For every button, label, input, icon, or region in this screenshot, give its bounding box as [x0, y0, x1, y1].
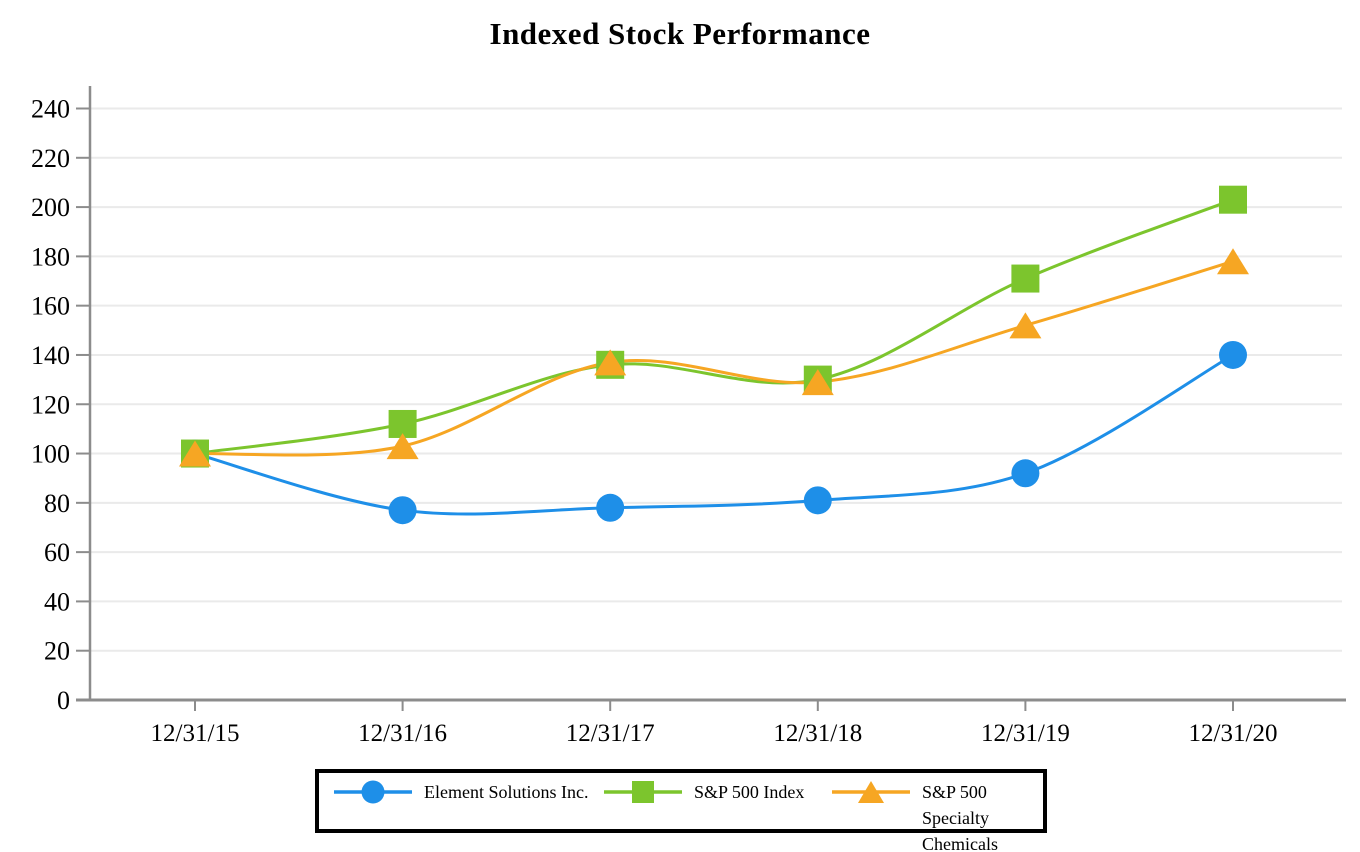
x-tick-label: 12/31/19 — [981, 720, 1070, 747]
legend-entry-sp500: S&P 500 Index — [604, 779, 804, 805]
legend: Element Solutions Inc. S&P 500 Index S&P… — [315, 769, 1047, 852]
data-point-triangle — [386, 433, 419, 460]
y-tick-label: 60 — [44, 538, 70, 567]
y-tick-label: 180 — [31, 242, 70, 271]
legend-line-triangle-swatch — [832, 781, 910, 803]
y-tick-label: 120 — [31, 390, 70, 419]
series-line-circle — [193, 353, 1235, 516]
data-point-triangle — [801, 369, 834, 396]
series-line-square — [193, 198, 1235, 456]
legend-label-element-solutions: Element Solutions Inc. — [424, 782, 589, 802]
y-tick-label: 20 — [44, 637, 70, 666]
triangle-marker-icon — [858, 781, 884, 803]
circle-marker-icon — [361, 780, 385, 804]
x-tick-label: 12/31/18 — [773, 720, 862, 747]
x-tick-label: 12/31/20 — [1189, 720, 1278, 747]
legend-label-sp500: S&P 500 Index — [694, 782, 805, 802]
y-tick-label: 160 — [31, 292, 70, 321]
data-point-square — [1011, 264, 1040, 293]
data-point-triangle — [1009, 312, 1042, 339]
data-point-circle — [596, 493, 625, 522]
x-tick-label: 12/31/17 — [566, 720, 655, 747]
y-tick-label: 100 — [31, 440, 70, 469]
x-tick-label: 12/31/15 — [151, 720, 240, 747]
data-point-circle — [1011, 459, 1040, 488]
data-point-circle — [1219, 340, 1247, 369]
y-tick-label: 80 — [44, 489, 70, 518]
data-point-circle — [803, 486, 832, 515]
y-tick-label: 200 — [31, 193, 70, 222]
legend-entry-sp500-specialty-chemicals: S&P 500 Specialty Chemicals Index — [832, 779, 1043, 852]
data-point-triangle — [594, 349, 627, 376]
y-tick-label: 140 — [31, 341, 70, 370]
y-tick-label: 0 — [57, 686, 70, 715]
chart-title: Indexed Stock Performance — [489, 16, 871, 51]
series-line-triangle — [193, 259, 1235, 457]
y-tick-label: 240 — [31, 95, 70, 124]
chart-plot-area: 0 20 40 60 80 100 120 140 160 180 200 220 240 12/31/1… — [31, 86, 1346, 747]
data-point-triangle — [1217, 248, 1249, 275]
legend-label-sp500-specialty-chemicals: S&P 500 Specialty Chemicals Index — [922, 782, 998, 852]
legend-line-circle-swatch — [334, 780, 412, 804]
square-marker-icon — [632, 781, 654, 803]
y-tick-label: 40 — [44, 587, 70, 616]
data-point-circle — [388, 496, 417, 525]
data-point-square — [1219, 185, 1247, 214]
legend-line-square-swatch — [604, 781, 682, 803]
y-tick-label: 220 — [31, 144, 70, 173]
legend-entry-element-solutions: Element Solutions Inc. — [334, 779, 588, 805]
data-point-triangle — [179, 440, 211, 467]
x-tick-label: 12/31/16 — [358, 720, 447, 747]
